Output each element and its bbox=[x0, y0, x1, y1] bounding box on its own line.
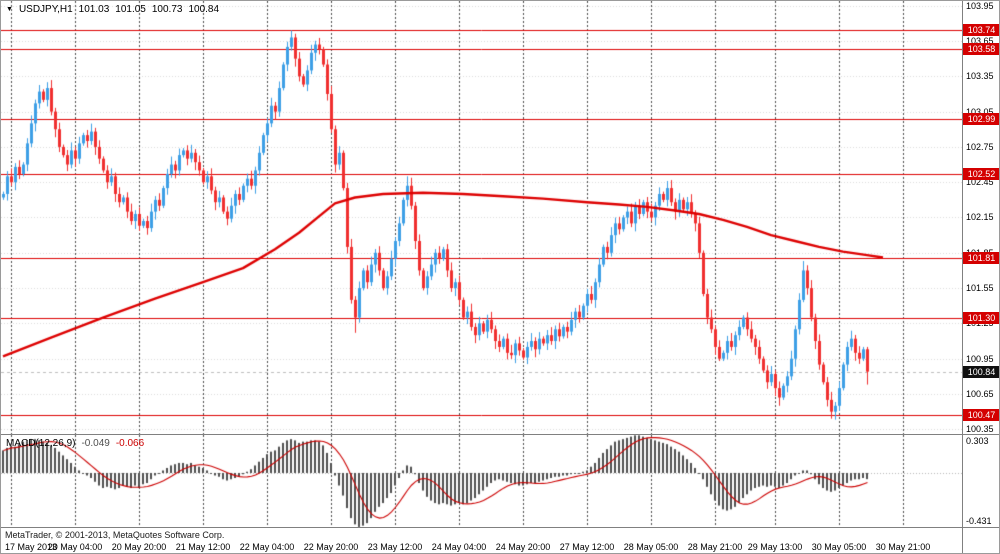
symbol-timeframe-label: USDJPY,H1 bbox=[18, 4, 73, 15]
time-axis-label: 22 May 04:00 bbox=[239, 542, 295, 552]
price-tick-label: 103.05 bbox=[966, 107, 994, 117]
price-line-badge: 103.58 bbox=[963, 43, 999, 55]
current-price-badge: 100.84 bbox=[963, 366, 999, 378]
time-axis-label: 28 May 21:00 bbox=[687, 542, 743, 552]
panel-separator[interactable] bbox=[1, 434, 999, 435]
ohlc-close-value: 100.84 bbox=[188, 4, 220, 15]
time-axis-label: 21 May 12:00 bbox=[175, 542, 231, 552]
price-tick-label: 103.95 bbox=[966, 1, 994, 11]
macd-min-label: -0.431 bbox=[966, 516, 992, 526]
price-tick-label: 100.95 bbox=[966, 354, 994, 364]
time-axis-label: 28 May 05:00 bbox=[623, 542, 679, 552]
time-axis-label: 24 May 04:00 bbox=[431, 542, 487, 552]
macd-max-label: 0.303 bbox=[966, 436, 989, 446]
macd-title: MACD(12,26,9) bbox=[6, 438, 76, 449]
price-tick-label: 100.65 bbox=[966, 389, 994, 399]
panel-separator-bottom[interactable] bbox=[1, 527, 999, 528]
ohlc-high-value: 101.05 bbox=[115, 4, 146, 15]
price-line-badge: 102.52 bbox=[963, 168, 999, 180]
price-tick-label: 101.55 bbox=[966, 283, 994, 293]
macd-indicator-canvas[interactable] bbox=[1, 435, 962, 527]
time-axis-label: 24 May 20:00 bbox=[495, 542, 551, 552]
price-line-badge: 101.30 bbox=[963, 312, 999, 324]
time-axis-label: 30 May 21:00 bbox=[875, 542, 931, 552]
price-line-badge: 101.81 bbox=[963, 252, 999, 264]
ohlc-low-value: 100.73 bbox=[151, 4, 183, 15]
price-line-badge: 103.74 bbox=[963, 24, 999, 36]
price-line-badge: 100.47 bbox=[963, 409, 999, 421]
price-tick-label: 103.65 bbox=[966, 36, 994, 46]
chart-title-overlay: ▼ USDJPY,H1 101.03 101.05 100.73 100.84 bbox=[6, 4, 219, 15]
time-axis-label: 17 May 2013 bbox=[5, 542, 58, 552]
price-axis-separator bbox=[962, 1, 963, 553]
time-axis-label: 22 May 20:00 bbox=[303, 542, 359, 552]
price-tick-label: 102.15 bbox=[966, 212, 994, 222]
copyright-text: MetaTrader, © 2001-2013, MetaQuotes Soft… bbox=[5, 530, 225, 540]
time-axis-label: 27 May 12:00 bbox=[559, 542, 615, 552]
price-chart-canvas[interactable] bbox=[1, 1, 962, 434]
time-axis-label: 20 May 04:00 bbox=[47, 542, 103, 552]
price-tick-label: 100.35 bbox=[966, 424, 994, 434]
macd-signal-value: -0.066 bbox=[115, 438, 145, 449]
time-axis-label: 20 May 20:00 bbox=[111, 542, 167, 552]
price-tick-label: 103.35 bbox=[966, 71, 994, 81]
price-axis[interactable]: 103.95 103.65 103.35 103.05 102.75 102.45 102.… bbox=[963, 1, 999, 553]
chevron-down-icon[interactable]: ▼ bbox=[6, 5, 13, 13]
ohlc-open-value: 101.03 bbox=[78, 4, 110, 15]
time-axis-label: 23 May 12:00 bbox=[367, 542, 423, 552]
time-axis[interactable]: 17 May 2013 20 May 04:00 20 May 20:00 21 Ma… bbox=[1, 542, 962, 553]
price-tick-label: 102.75 bbox=[966, 142, 994, 152]
macd-indicator-label: MACD(12,26,9) -0.049 -0.066 bbox=[6, 438, 144, 449]
macd-main-value: -0.049 bbox=[81, 438, 110, 449]
time-axis-label: 29 May 13:00 bbox=[747, 542, 803, 552]
price-tick-label: 102.45 bbox=[966, 177, 994, 187]
price-line-badge: 102.99 bbox=[963, 113, 999, 125]
time-axis-label: 30 May 05:00 bbox=[811, 542, 867, 552]
